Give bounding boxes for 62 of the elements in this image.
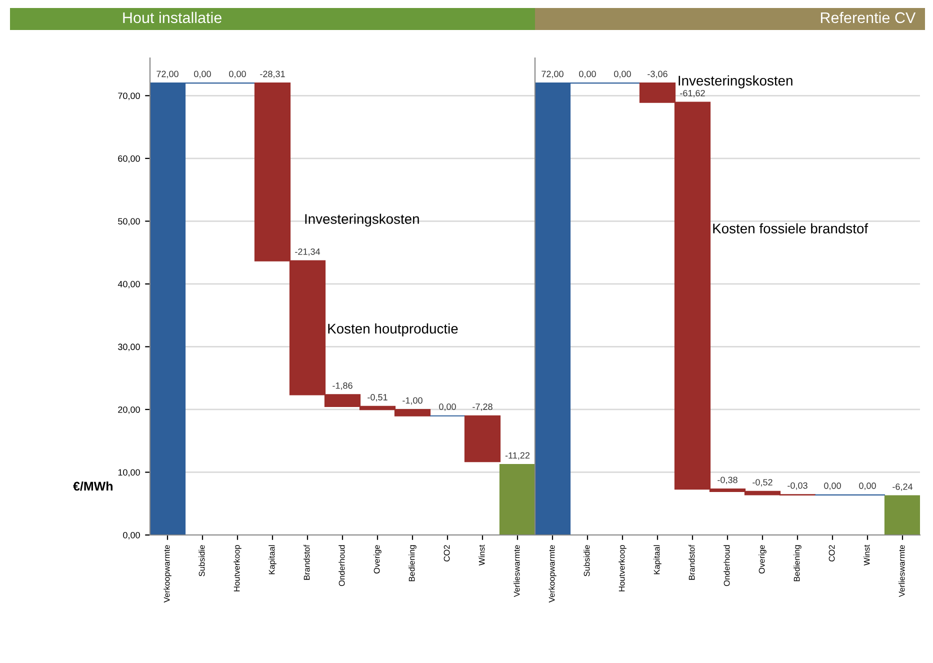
data-label: -11,22	[505, 452, 530, 460]
x-tick-label: Subsidie	[584, 545, 590, 576]
x-tick-label: Verkoopwarmte	[164, 545, 172, 603]
bar	[499, 464, 535, 535]
x-tick-label: Winst	[864, 544, 870, 566]
x-tick-label: Houtverkoop	[618, 545, 626, 592]
data-label: -21,34	[295, 248, 320, 256]
annotation: Investeringskosten	[305, 214, 419, 227]
y-tick-label: 60,00	[118, 155, 140, 163]
x-tick-label: Kapitaal	[654, 545, 662, 574]
annotation: Kosten houtproductie	[328, 323, 458, 336]
y-axis-title: €/MWh	[73, 481, 112, 491]
x-tick-label: CO2	[828, 545, 835, 562]
x-tick-label: Overige	[374, 545, 382, 574]
x-tick-label: Subsidie	[198, 545, 205, 576]
y-tick-label: 50,00	[118, 218, 140, 226]
x-tick-label: Onderhoud	[724, 545, 730, 586]
x-tick-label: Onderhoud	[338, 545, 345, 586]
x-tick-label: Verkoopwarmte	[548, 545, 556, 603]
data-label: -28,31	[260, 70, 285, 78]
data-label: 0,00	[859, 482, 876, 490]
y-tick-label: 0,00	[123, 532, 140, 540]
chart-title: Hout installatie	[123, 12, 222, 24]
x-tick-label: Bediening	[408, 545, 416, 582]
data-label: 0,00	[194, 70, 211, 78]
data-label: 72,00	[156, 70, 178, 78]
x-tick-label: Verlieswarmte	[898, 545, 905, 598]
annotation: Kosten fossiele brandstof	[713, 223, 868, 234]
data-label: -1,86	[332, 382, 352, 390]
data-label: 0,00	[824, 482, 841, 490]
x-tick-label: Brandstof	[688, 544, 695, 580]
data-label: 0,00	[439, 404, 456, 411]
annotation: Investeringskosten	[678, 75, 792, 88]
data-label: -3,06	[648, 70, 668, 78]
x-tick-label: Kapitaal	[268, 545, 276, 574]
data-label: 0,00	[229, 70, 246, 78]
x-tick-label: Overige	[758, 545, 766, 574]
data-label: -0,52	[752, 479, 772, 487]
x-tick-label: Winst	[478, 544, 485, 566]
data-label: -0,38	[718, 476, 738, 484]
data-label: -0,51	[368, 394, 388, 402]
x-tick-label: Houtverkoop	[234, 545, 242, 592]
data-label: -6,24	[892, 483, 913, 491]
data-label: -0,03	[788, 482, 808, 490]
data-label: -1,00	[402, 397, 422, 405]
x-tick-label: Verlieswarmte	[514, 545, 520, 598]
data-label: 0,00	[579, 70, 596, 78]
y-tick-label: 10,00	[118, 469, 140, 477]
bar	[884, 495, 920, 535]
data-label: 72,00	[542, 70, 564, 78]
data-label: -7,28	[472, 404, 492, 411]
bar	[464, 415, 501, 462]
data-label: -61,62	[680, 90, 705, 98]
data-label: 0,00	[614, 70, 631, 78]
y-tick-label: 40,00	[118, 280, 140, 288]
y-tick-label: 30,00	[118, 344, 140, 352]
y-tick-label: 20,00	[118, 406, 140, 414]
x-tick-label: Brandstof	[304, 544, 310, 580]
x-tick-label: CO2	[444, 545, 450, 562]
chart-title: Referentie CV	[820, 12, 916, 24]
y-tick-label: 70,00	[118, 92, 140, 100]
x-tick-label: Bediening	[794, 545, 802, 582]
